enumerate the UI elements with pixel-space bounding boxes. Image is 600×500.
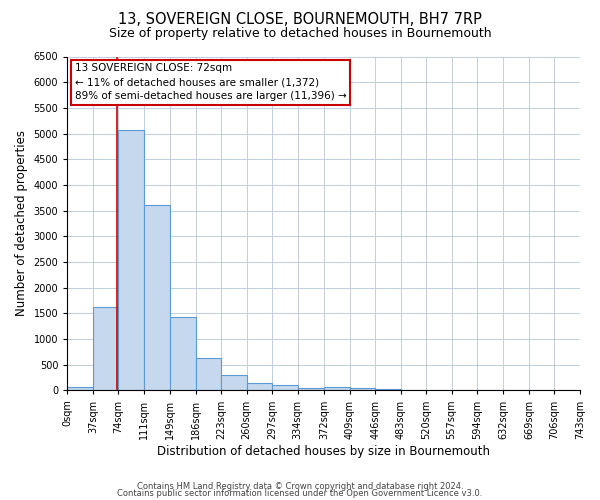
- X-axis label: Distribution of detached houses by size in Bournemouth: Distribution of detached houses by size …: [157, 444, 490, 458]
- Text: 13, SOVEREIGN CLOSE, BOURNEMOUTH, BH7 7RP: 13, SOVEREIGN CLOSE, BOURNEMOUTH, BH7 7R…: [118, 12, 482, 28]
- Text: Contains HM Land Registry data © Crown copyright and database right 2024.: Contains HM Land Registry data © Crown c…: [137, 482, 463, 491]
- Bar: [350, 388, 375, 390]
- Bar: [298, 388, 324, 390]
- Bar: [93, 307, 118, 390]
- Text: 13 SOVEREIGN CLOSE: 72sqm
← 11% of detached houses are smaller (1,372)
89% of se: 13 SOVEREIGN CLOSE: 72sqm ← 11% of detac…: [75, 63, 347, 101]
- Bar: [196, 358, 221, 390]
- Bar: [272, 386, 298, 390]
- Bar: [67, 386, 93, 390]
- Bar: [324, 386, 350, 390]
- Bar: [170, 317, 196, 390]
- Text: Contains public sector information licensed under the Open Government Licence v3: Contains public sector information licen…: [118, 490, 482, 498]
- Bar: [118, 130, 144, 390]
- Bar: [221, 375, 247, 390]
- Bar: [247, 382, 272, 390]
- Text: Size of property relative to detached houses in Bournemouth: Size of property relative to detached ho…: [109, 28, 491, 40]
- Bar: [375, 389, 401, 390]
- Bar: [144, 206, 170, 390]
- Y-axis label: Number of detached properties: Number of detached properties: [15, 130, 28, 316]
